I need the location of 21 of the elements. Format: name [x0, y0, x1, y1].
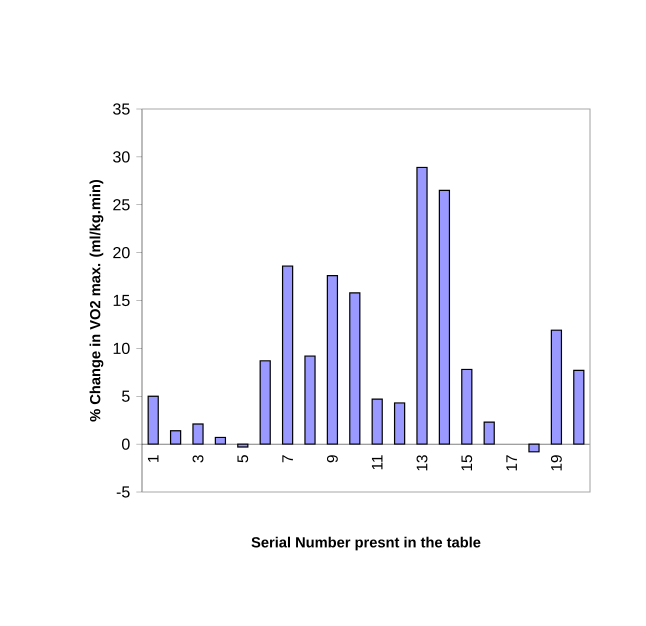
- x-tick-label: 1: [148, 455, 158, 462]
- x-tick-label: 3: [192, 455, 204, 462]
- y-tick-label: 20: [113, 246, 130, 258]
- y-tick-label: -5: [116, 486, 130, 498]
- y-axis-title: % Change in VO2 max. (ml/kg.min): [90, 180, 104, 422]
- y-tick-label: 5: [122, 390, 130, 402]
- y-tick-label: 10: [114, 342, 130, 354]
- y-tick-label: 15: [114, 294, 130, 306]
- x-tick-label: 19: [550, 455, 562, 470]
- x-tick-label: 13: [416, 455, 428, 470]
- x-tick-label: 5: [237, 455, 248, 462]
- x-tick-label: 7: [282, 455, 293, 462]
- x-tick-label: 9: [326, 455, 338, 462]
- x-axis-title: Serial Number presnt in the table: [252, 536, 480, 550]
- x-tick-label: 17: [506, 455, 517, 470]
- y-tick-label: 0: [122, 438, 130, 450]
- x-tick-label: 15: [461, 455, 472, 470]
- y-tick-label: 25: [113, 199, 130, 210]
- x-tick-label: 11: [372, 455, 382, 470]
- y-tick-label: 35: [113, 103, 130, 115]
- y-tick-label: 30: [113, 151, 130, 163]
